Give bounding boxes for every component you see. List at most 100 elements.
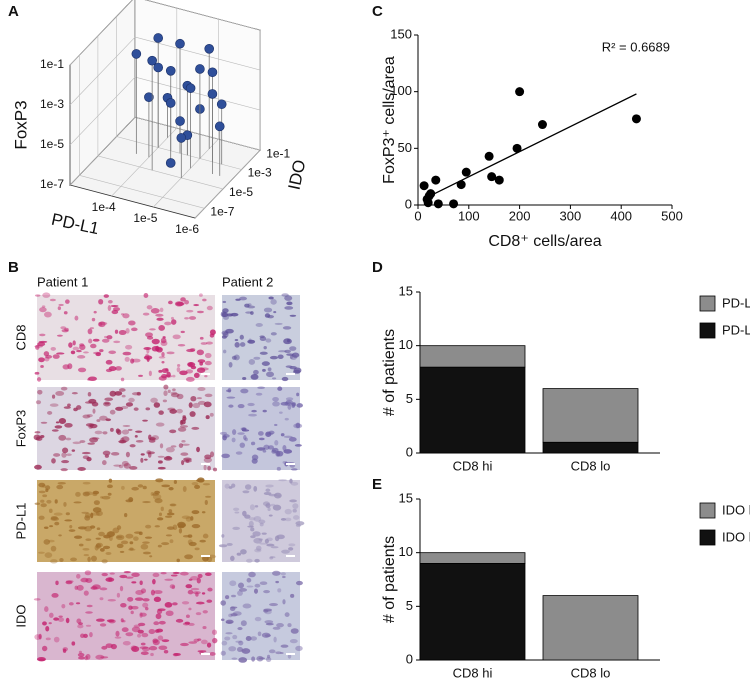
cell — [289, 499, 297, 503]
cell — [84, 570, 92, 576]
cell — [148, 646, 158, 651]
cell — [206, 642, 212, 648]
cell — [150, 589, 156, 596]
cell — [150, 308, 160, 314]
cell — [107, 484, 113, 489]
cell — [295, 521, 305, 526]
cell — [87, 328, 93, 335]
cell — [122, 620, 126, 623]
z-tick-label: 1e-7 — [210, 204, 234, 218]
y-tick-label: 0 — [405, 196, 412, 211]
cell — [272, 504, 282, 511]
cell — [100, 656, 109, 659]
cell — [108, 478, 113, 483]
cell — [209, 652, 216, 656]
legend-swatch — [699, 502, 716, 519]
cell — [152, 572, 160, 578]
cell — [63, 311, 68, 315]
cell — [140, 453, 145, 456]
cell — [102, 431, 108, 435]
cell — [194, 484, 201, 489]
cell — [79, 344, 86, 351]
cell — [280, 433, 285, 437]
cell — [95, 543, 102, 549]
cell — [71, 641, 76, 646]
cell — [261, 632, 271, 638]
cell — [177, 363, 181, 367]
y-tick-label: 1e-1 — [40, 57, 64, 71]
cell — [109, 572, 115, 575]
grid-line — [111, 127, 178, 197]
cell — [85, 611, 93, 614]
y-axis-label: FoxP3⁺ cells/area — [381, 56, 398, 184]
cell — [135, 439, 144, 443]
cell — [99, 623, 107, 627]
cell — [140, 543, 149, 550]
cell — [125, 328, 130, 334]
cell — [218, 544, 228, 548]
cell — [101, 495, 111, 500]
cell — [287, 623, 292, 628]
y-tick-label: 1e-3 — [40, 97, 64, 111]
cell — [225, 619, 234, 624]
legend-label: PD-L1 hi — [722, 322, 750, 337]
cell — [114, 391, 123, 396]
cell — [81, 511, 89, 514]
cell — [35, 400, 42, 405]
cell — [58, 303, 64, 307]
cell — [239, 442, 246, 448]
cell — [230, 312, 239, 317]
cell — [284, 508, 292, 515]
cell — [257, 631, 262, 637]
cell — [197, 310, 204, 314]
cell — [113, 464, 122, 467]
cell — [93, 500, 100, 506]
cell — [178, 443, 184, 448]
cell — [267, 507, 271, 512]
cell — [228, 404, 234, 408]
cell — [121, 485, 125, 490]
cell — [256, 655, 264, 662]
cell — [73, 501, 82, 504]
cell — [164, 578, 174, 581]
cell — [295, 645, 303, 652]
cell — [161, 351, 165, 357]
cell — [40, 499, 45, 503]
cell — [203, 464, 207, 471]
cell — [204, 454, 212, 460]
cell — [240, 549, 247, 555]
scale-bar — [286, 555, 295, 557]
cell — [62, 647, 68, 652]
x-axis-label: CD8⁺ cells/area — [488, 233, 601, 250]
cell — [125, 402, 134, 407]
cell — [246, 577, 252, 583]
cell — [196, 367, 206, 373]
cell — [197, 573, 203, 579]
cell — [176, 408, 183, 414]
cell — [295, 422, 301, 429]
cell — [209, 333, 215, 338]
cell — [143, 347, 152, 350]
cell — [240, 388, 249, 394]
cell — [50, 346, 56, 351]
cell — [168, 509, 173, 514]
cell — [188, 578, 193, 581]
cell — [125, 451, 130, 458]
cell — [275, 651, 282, 655]
cell — [270, 546, 279, 549]
cell — [255, 392, 263, 396]
cell — [55, 421, 60, 424]
cell — [77, 467, 86, 471]
cell — [104, 397, 114, 402]
cell — [221, 640, 228, 646]
bar-segment — [419, 552, 526, 564]
point — [165, 158, 176, 168]
cell — [61, 452, 67, 458]
cell — [48, 622, 52, 625]
cell — [130, 610, 134, 615]
cell — [44, 356, 50, 362]
cell — [128, 397, 135, 403]
cell — [142, 541, 150, 544]
cell — [85, 624, 92, 627]
cell — [116, 543, 124, 549]
